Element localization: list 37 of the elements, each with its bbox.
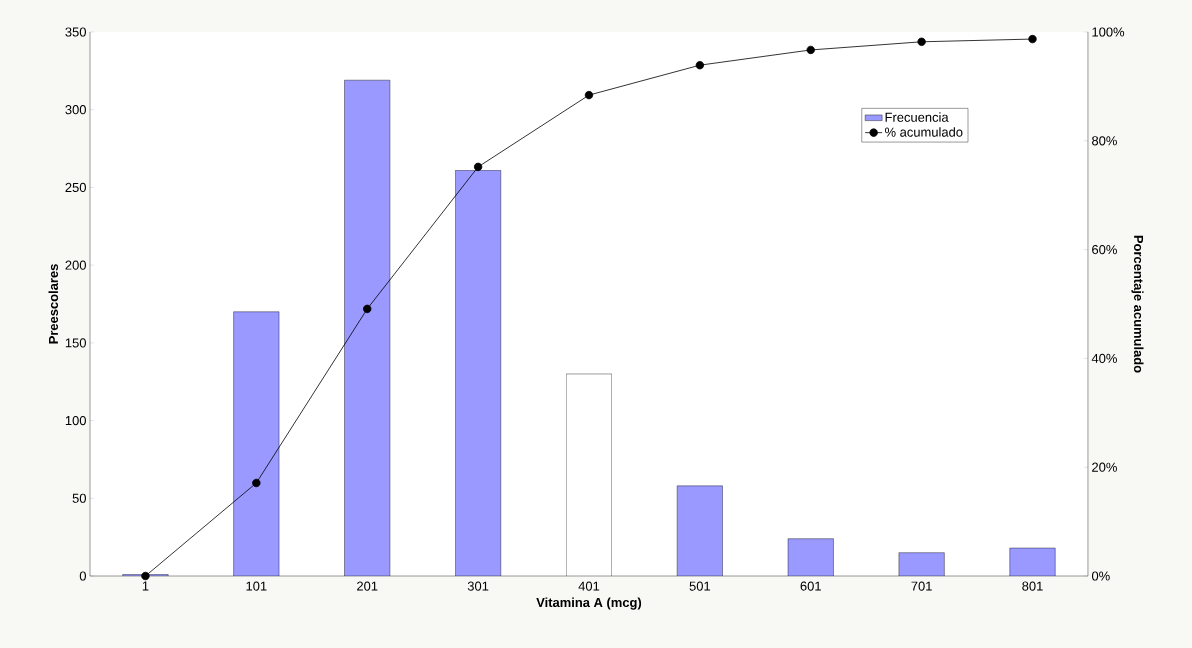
x-tick-label: 301 xyxy=(467,581,489,591)
legend-label: % acumulado xyxy=(885,127,963,137)
point xyxy=(584,90,594,100)
y-tick-label: 50 xyxy=(72,493,86,503)
point xyxy=(363,304,372,314)
y2-tick-label: 20% xyxy=(1092,462,1117,472)
point xyxy=(252,478,261,488)
point xyxy=(473,162,483,172)
x-tick-label: 401 xyxy=(578,581,600,591)
x-tick-label: 1 xyxy=(142,581,149,591)
y-axis-title: Preescolares xyxy=(48,264,59,344)
point xyxy=(806,45,815,55)
x-tick-label: 801 xyxy=(1022,581,1043,591)
legend-label: Frecuencia xyxy=(885,112,949,122)
y-tick-label: 350 xyxy=(65,27,86,37)
y2-tick-label: 0% xyxy=(1091,571,1110,581)
y-tick-label: 250 xyxy=(65,182,86,193)
y-tick-label: 0 xyxy=(79,571,86,581)
point xyxy=(141,571,150,581)
x-tick-label: 101 xyxy=(246,581,267,591)
x-axis-title: Vitamina A (mcg) xyxy=(536,597,642,610)
y-tick-label: 200 xyxy=(65,260,86,270)
x-tick-label: 501 xyxy=(689,581,711,591)
y2-tick-label: 100% xyxy=(1092,27,1125,37)
x-tick-label: 201 xyxy=(357,581,378,591)
y-tick-label: 100 xyxy=(65,415,86,426)
x-tick-label: 701 xyxy=(911,581,932,591)
y-tick-label: 150 xyxy=(65,338,86,348)
y2-tick-label: 60% xyxy=(1092,245,1117,255)
x-tick-label: 601 xyxy=(800,581,821,591)
y-tick-label: 300 xyxy=(65,105,86,115)
point xyxy=(1028,34,1037,44)
point xyxy=(917,37,926,46)
y2-tick-label: 80% xyxy=(1092,136,1117,146)
y2-axis-title: Porcentaje acumulado xyxy=(1131,235,1144,373)
y2-tick-label: 40% xyxy=(1091,353,1117,363)
point xyxy=(695,60,705,70)
